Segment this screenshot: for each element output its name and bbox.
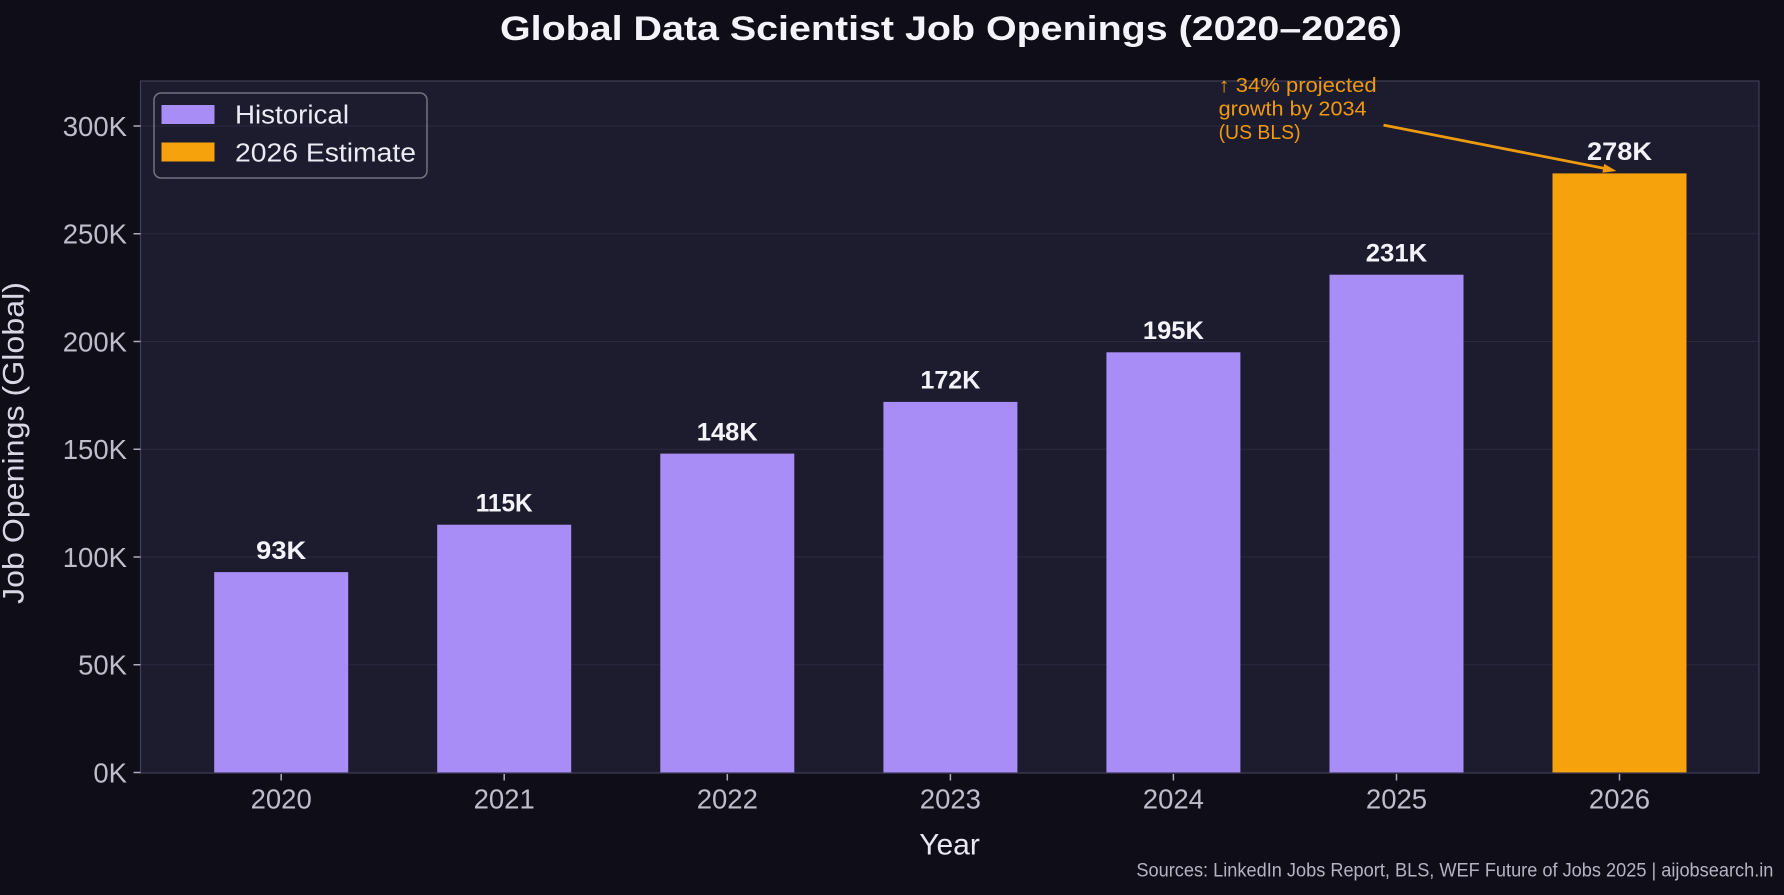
svg-text:250K: 250K <box>63 219 128 250</box>
svg-text:growth by 2034: growth by 2034 <box>1219 97 1367 120</box>
svg-text:200K: 200K <box>63 326 128 357</box>
svg-text:278K: 278K <box>1587 138 1652 166</box>
svg-text:Sources: LinkedIn Jobs Report,: Sources: LinkedIn Jobs Report, BLS, WEF … <box>1136 861 1773 882</box>
svg-text:115K: 115K <box>476 490 533 518</box>
svg-text:(US BLS): (US BLS) <box>1219 121 1301 144</box>
svg-text:↑ 34% projected: ↑ 34% projected <box>1219 74 1377 97</box>
svg-text:2022: 2022 <box>697 783 758 814</box>
svg-text:0K: 0K <box>93 757 127 788</box>
svg-text:2023: 2023 <box>920 783 981 814</box>
svg-text:2026: 2026 <box>1589 783 1650 814</box>
svg-text:Year: Year <box>919 829 980 862</box>
svg-text:Global Data Scientist Job Open: Global Data Scientist Job Openings (2020… <box>500 10 1402 48</box>
svg-text:93K: 93K <box>256 537 306 565</box>
svg-text:2025: 2025 <box>1366 783 1427 814</box>
svg-text:2026 Estimate: 2026 Estimate <box>235 140 416 168</box>
svg-text:231K: 231K <box>1366 240 1428 268</box>
svg-text:2024: 2024 <box>1143 783 1204 814</box>
svg-text:2020: 2020 <box>251 783 312 814</box>
svg-text:Job Openings (Global): Job Openings (Global) <box>0 282 31 604</box>
svg-text:2021: 2021 <box>474 783 535 814</box>
svg-text:195K: 195K <box>1143 317 1204 345</box>
svg-text:172K: 172K <box>920 367 980 395</box>
svg-text:148K: 148K <box>697 418 758 446</box>
svg-text:Historical: Historical <box>235 102 349 130</box>
svg-text:100K: 100K <box>63 542 128 573</box>
svg-text:50K: 50K <box>78 650 128 681</box>
svg-text:300K: 300K <box>63 111 128 142</box>
svg-text:150K: 150K <box>63 434 128 465</box>
